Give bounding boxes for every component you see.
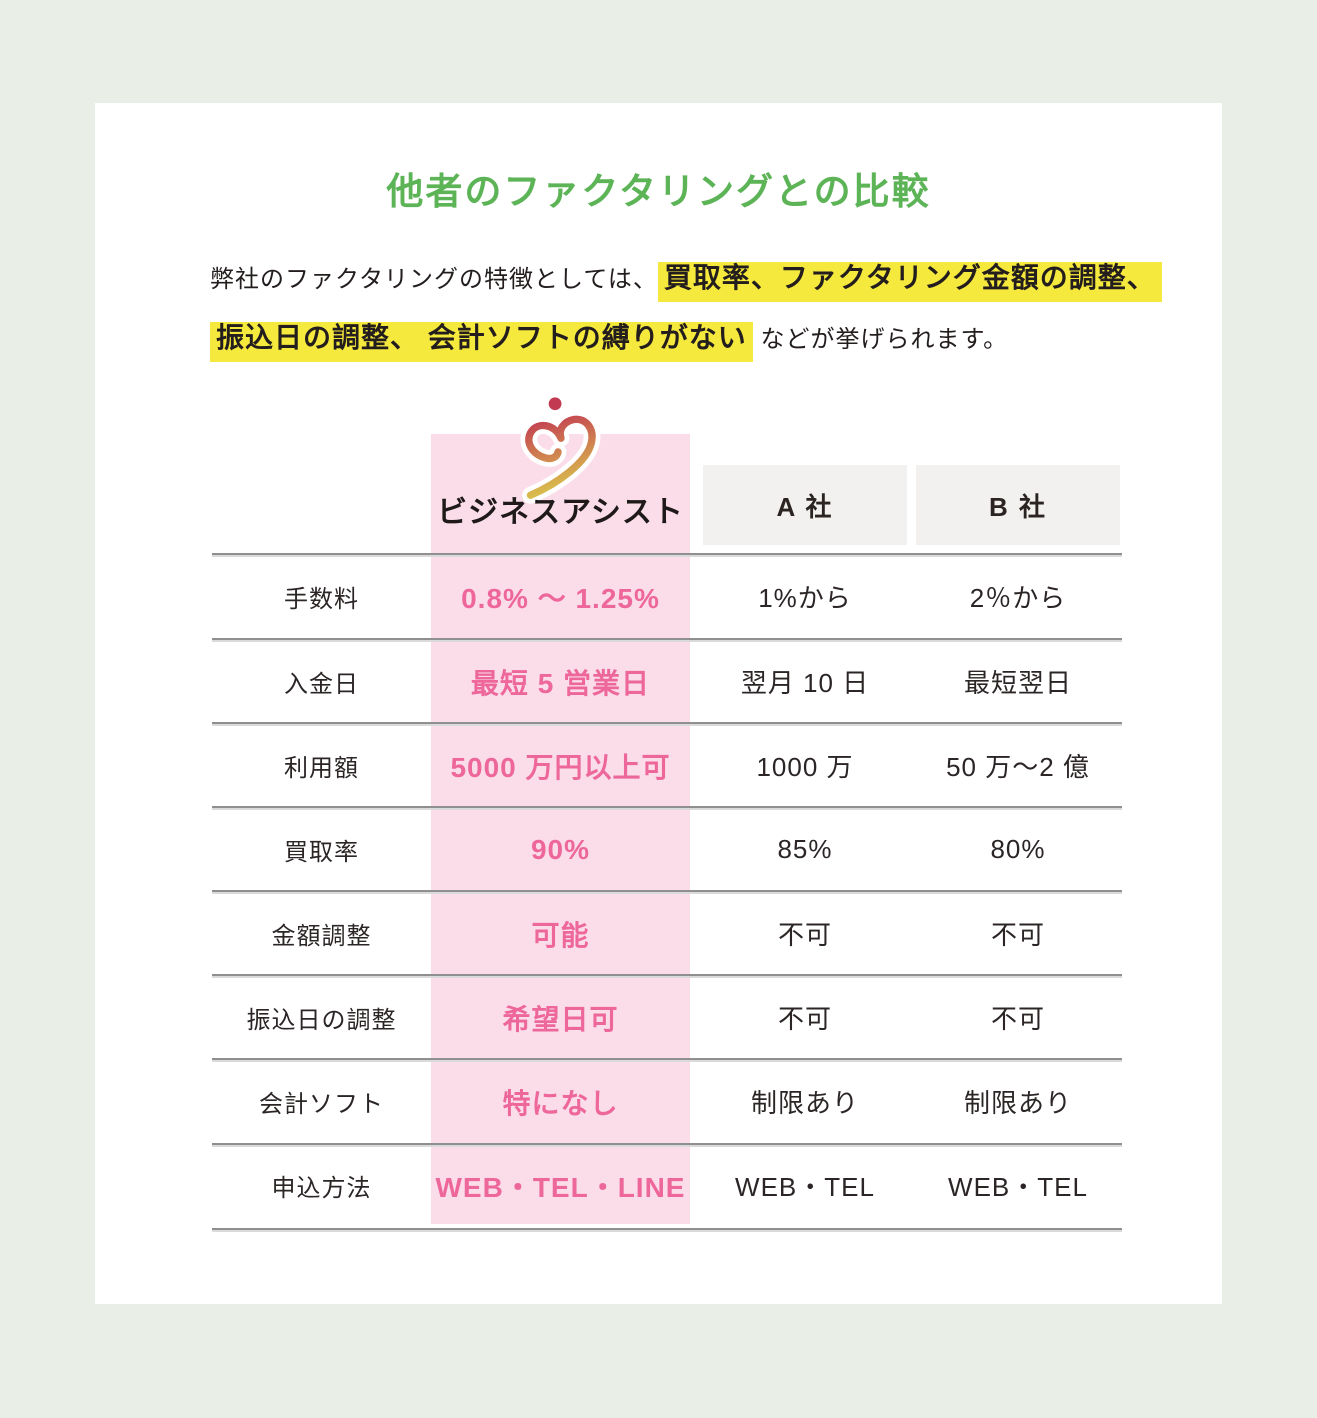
company-a-value: WEB・TEL — [735, 1172, 875, 1202]
brand-value: 90% — [530, 833, 591, 865]
brand-column-highlight — [431, 434, 690, 1224]
table-divider — [212, 1058, 1122, 1062]
row-label: 入金日 — [284, 671, 359, 698]
table-row-amount-adjustment: 金額調整 可能 不可 不可 — [212, 891, 1122, 976]
company-a-value: 1%から — [758, 583, 852, 613]
company-b-value: WEB・TEL — [948, 1172, 1088, 1202]
table-divider — [212, 806, 1122, 810]
section-title: 他者のファクタリングとの比較 — [386, 171, 931, 212]
row-label: 会計ソフト — [259, 1091, 384, 1118]
row-label: 金額調整 — [271, 923, 372, 950]
row-label: 買取率 — [284, 839, 359, 866]
column-header-company-a: A 社 — [703, 465, 907, 545]
brand-value: 特になし — [502, 1087, 619, 1119]
intro-text-normal: 弊社のファクタリングの特徴としては、 — [210, 266, 658, 293]
company-b-value: 不可 — [990, 920, 1045, 950]
table-divider — [212, 1228, 1122, 1232]
company-a-value: 翌月 10 日 — [740, 668, 870, 698]
table-row-application-method: 申込方法 WEB・TEL・LINE WEB・TEL WEB・TEL — [212, 1143, 1122, 1228]
brand-value: 最短 5 営業日 — [470, 667, 651, 699]
column-header-brand: ビジネスアシスト — [437, 496, 684, 529]
intro-paragraph: 弊社のファクタリングの特徴としては、 買取率、ファクタリング金額の調整、 振込日の… — [210, 249, 1182, 369]
row-label: 手数料 — [284, 586, 359, 613]
company-a-value: 85% — [777, 834, 833, 864]
row-label: 振込日の調整 — [246, 1007, 397, 1034]
table-row-transfer-date-adjustment: 振込日の調整 希望日可 不可 不可 — [212, 975, 1122, 1060]
table-row-fees: 手数料 0.8% ～ 1.25% 1%から 2％から — [212, 554, 1122, 639]
intro-text-normal: などが挙げられます。 — [752, 326, 1009, 353]
company-b-value: 制限あり — [963, 1088, 1072, 1118]
brand-value: 0.8% ～ 1.25% — [461, 582, 660, 614]
company-a-value: 不可 — [777, 920, 832, 950]
table-row-payment-date: 入金日 最短 5 営業日 翌月 10 日 最短翌日 — [212, 639, 1122, 724]
brand-value: 5000 万円以上可 — [450, 751, 671, 783]
company-b-value: 最短翌日 — [963, 668, 1072, 698]
table-divider — [212, 890, 1122, 894]
table-divider — [212, 974, 1122, 978]
intro-line-2: 振込日の調整、 会計ソフトの縛りがない などが挙げられます。 — [210, 309, 1182, 369]
company-a-value: 1000 万 — [756, 752, 854, 782]
brand-value: 希望日可 — [502, 1003, 619, 1035]
table-divider — [212, 553, 1122, 557]
comparison-card: 他者のファクタリングとの比較 弊社のファクタリングの特徴としては、 買取率、ファク… — [95, 103, 1222, 1304]
row-label: 利用額 — [284, 755, 359, 782]
table-row-purchase-rate: 買取率 90% 85% 80% — [212, 807, 1122, 892]
table-row-accounting-software: 会計ソフト 特になし 制限あり 制限あり — [212, 1059, 1122, 1144]
brand-value: WEB・TEL・LINE — [435, 1171, 686, 1203]
table-divider — [212, 722, 1122, 726]
company-b-value: 不可 — [990, 1004, 1045, 1034]
column-header-company-b: B 社 — [916, 465, 1120, 545]
heart-logo-icon — [520, 393, 601, 504]
company-b-value: 80% — [990, 834, 1046, 864]
company-b-value: 50 万～2 億 — [946, 752, 1090, 782]
intro-text-highlighted: 振込日の調整、 会計ソフトの縛りがない — [210, 322, 753, 353]
intro-line-1: 弊社のファクタリングの特徴としては、 買取率、ファクタリング金額の調整、 — [210, 249, 1182, 309]
row-label: 申込方法 — [271, 1175, 372, 1202]
company-b-value: 2％から — [969, 583, 1067, 613]
company-a-value: 不可 — [777, 1004, 832, 1034]
brand-value: 可能 — [531, 919, 590, 951]
table-divider — [212, 638, 1122, 642]
company-a-value: 制限あり — [750, 1088, 859, 1118]
table-row-usage-amount: 利用額 5000 万円以上可 1000 万 50 万～2 億 — [212, 723, 1122, 808]
intro-text-highlighted: 買取率、ファクタリング金額の調整、 — [657, 262, 1162, 293]
table-divider — [212, 1143, 1122, 1147]
